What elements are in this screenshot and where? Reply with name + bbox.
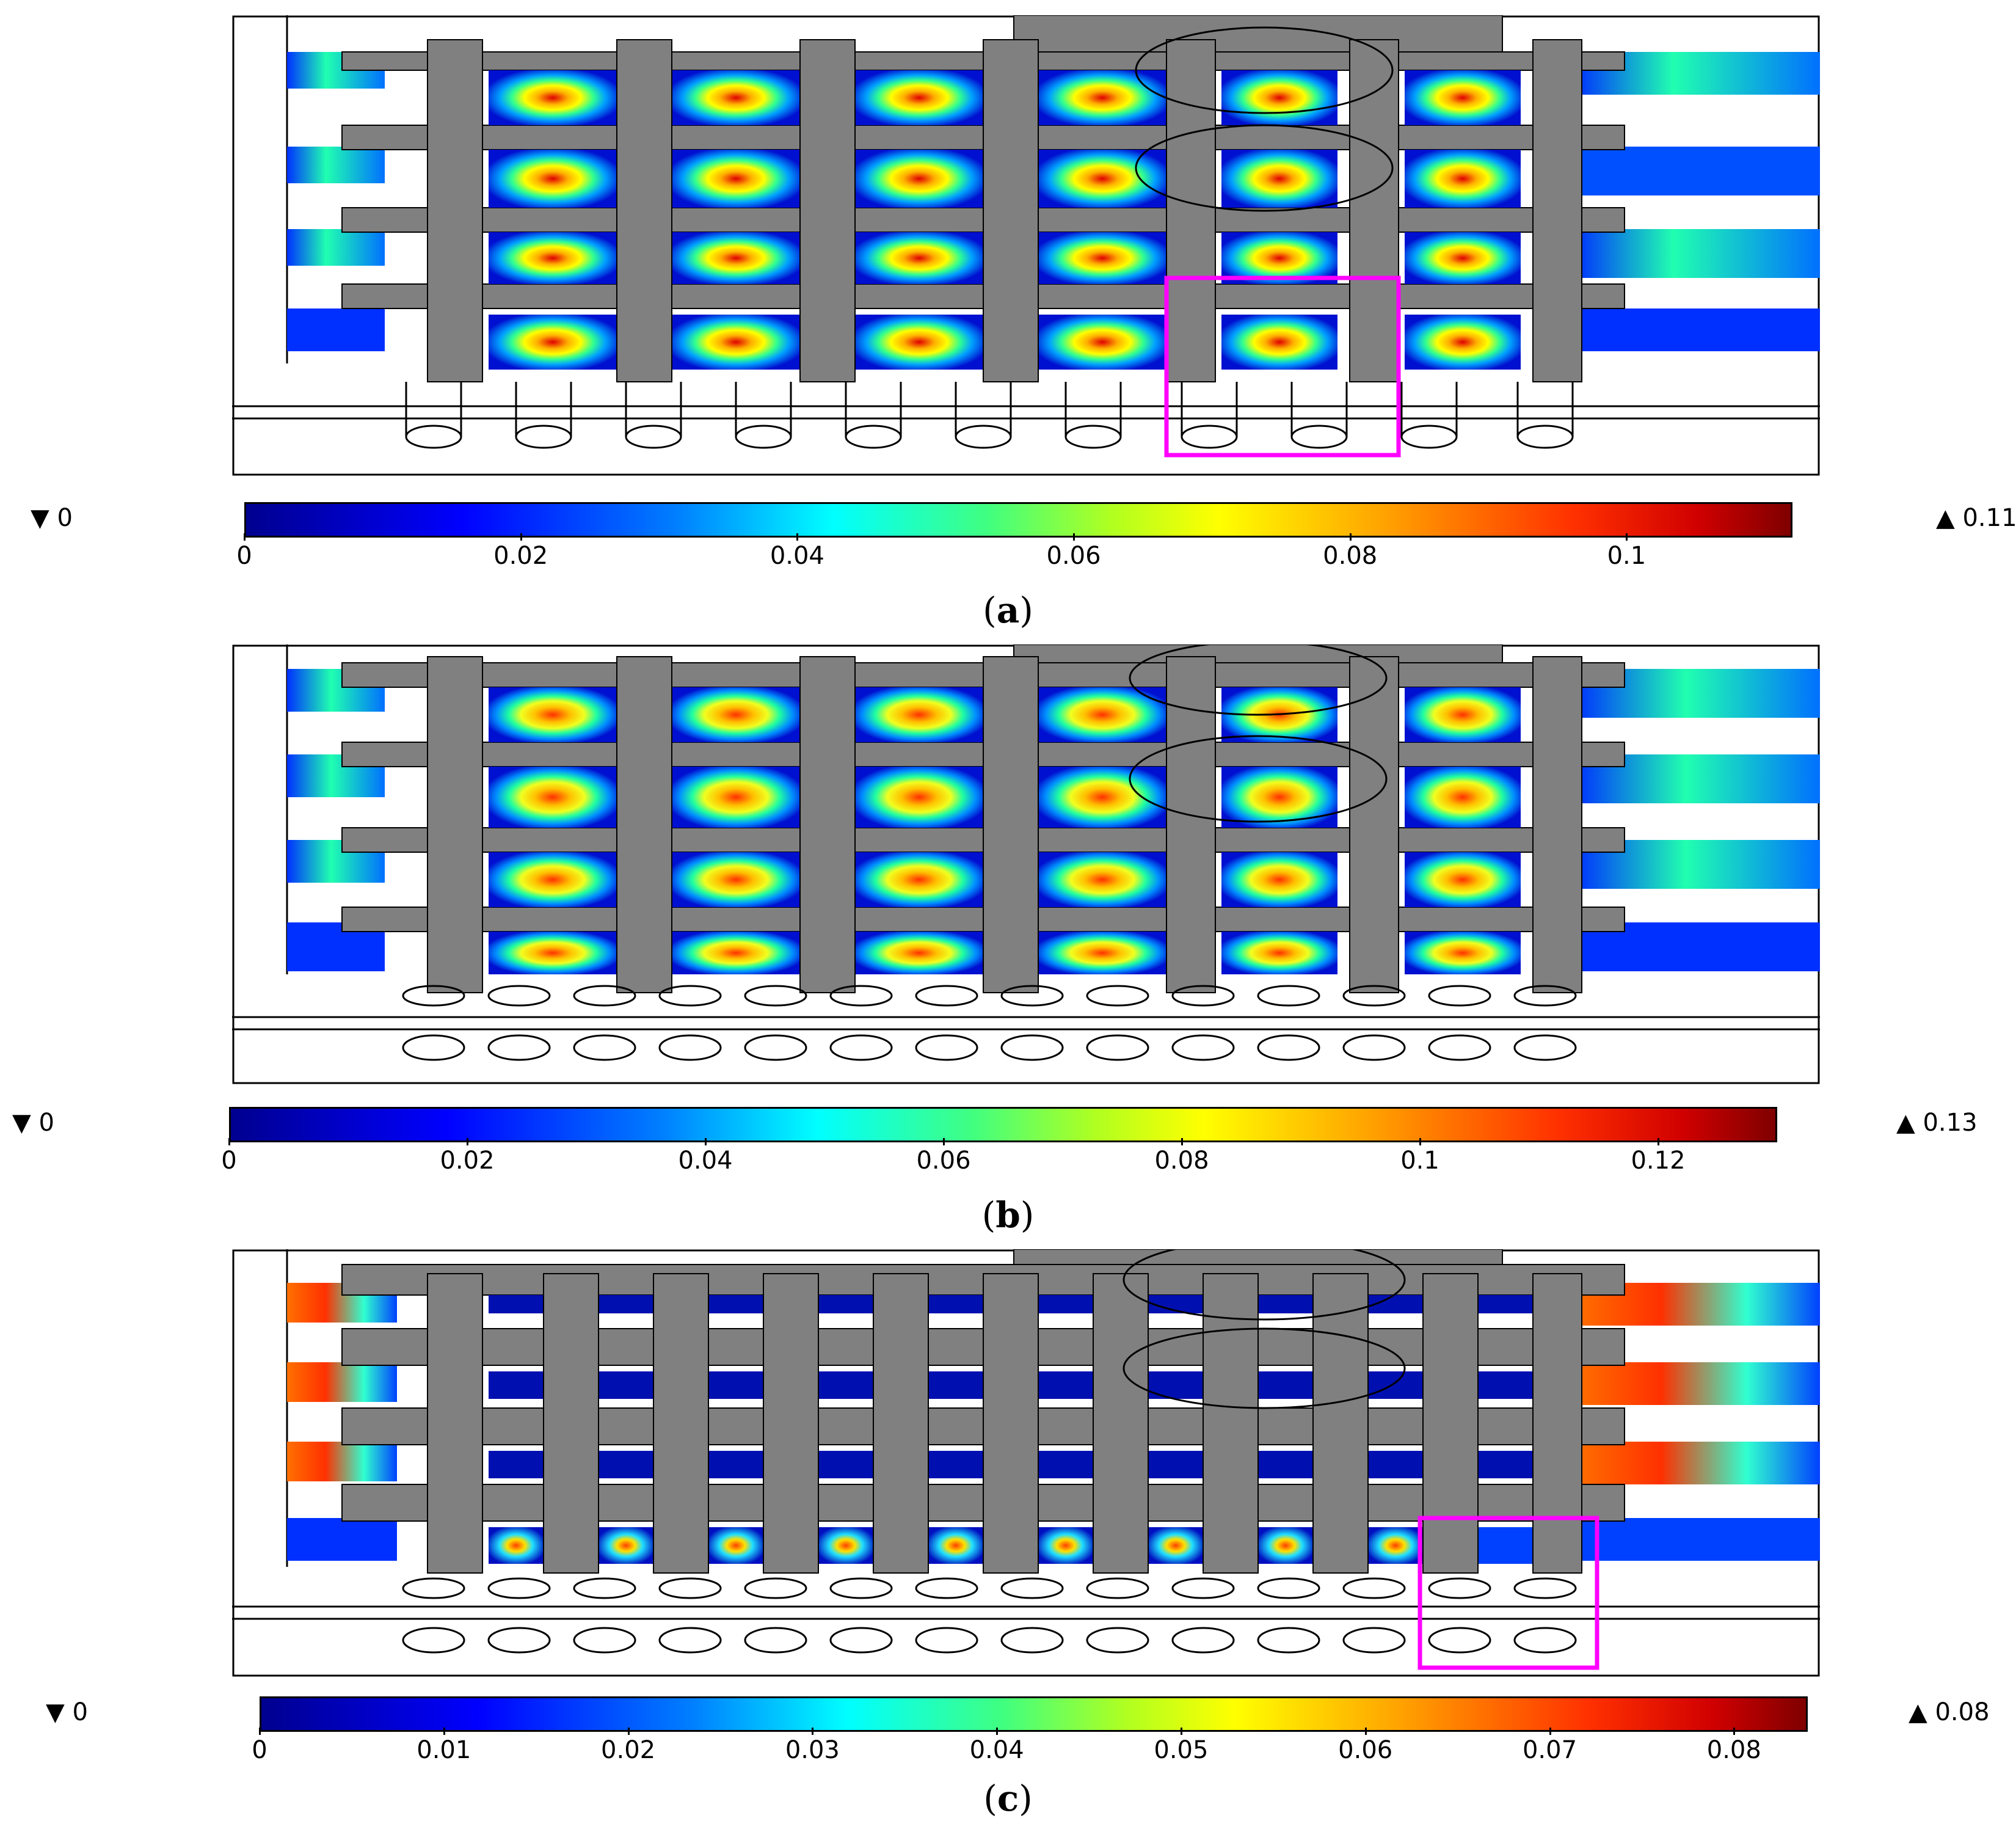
colorbar-min-label-a: ▼ 0: [31, 504, 73, 532]
colorbar-tickmark: [1180, 1728, 1182, 1735]
colorbar-tickmark: [796, 533, 799, 541]
vertical-fins: [427, 656, 1582, 993]
colorbar-tickmark: [228, 1138, 230, 1145]
flow-slices: [489, 70, 1521, 370]
highlight-box-a: [1164, 276, 1401, 458]
caption-b-letter: b: [995, 1194, 1021, 1236]
colorbar-tickmark: [1626, 533, 1628, 541]
flow-field-a: [232, 15, 1820, 476]
highlight-box-c: [1417, 1516, 1599, 1670]
caption-b-open: (: [981, 1194, 996, 1236]
colorbar-tick-label: 0.06: [1338, 1736, 1393, 1764]
simulation-view-a: [232, 15, 1820, 480]
colorbar-min-label-c: ▼ 0: [46, 1698, 88, 1726]
colorbar-tick-label: 0.06: [916, 1147, 971, 1175]
colorbar-tickmark: [520, 533, 522, 541]
colorbar-tickmark: [627, 1728, 630, 1735]
caption-c-open: (: [983, 1778, 997, 1819]
colorbar-tick-label: 0.1: [1400, 1147, 1439, 1175]
colorbar-tickmark: [259, 1728, 261, 1735]
header-plate: [1013, 15, 1503, 59]
colorbar-tickmark: [244, 533, 246, 541]
inlet-jets: [287, 1283, 1820, 1561]
caption-a: (a): [0, 589, 2016, 631]
colorbar-max-label-c: ▲ 0.08: [1909, 1698, 1990, 1726]
colorbar-tick-label: 0.03: [785, 1736, 840, 1764]
colorbar-tickmark: [1181, 1138, 1183, 1145]
colorbar-tickmark: [1364, 1728, 1367, 1735]
inlet-jets: [287, 52, 1820, 351]
caption-c-close: ): [1019, 1778, 1033, 1819]
simulation-view-c: [232, 1249, 1820, 1677]
colorbar-tick-label: 0: [252, 1736, 267, 1764]
caption-b: (b): [0, 1194, 2016, 1236]
colorbar-max-label-a: ▲ 0.11: [1936, 504, 2016, 532]
colorbar-tick-label: 0.04: [678, 1147, 733, 1175]
colorbar-tickmark: [1658, 1138, 1659, 1145]
vertical-fins: [427, 39, 1582, 382]
flow-slices: [489, 687, 1521, 974]
caption-a-close: ): [1019, 589, 1033, 631]
loop-outlines: [1123, 1249, 1406, 1409]
caption-c-letter: c: [997, 1778, 1019, 1819]
colorbar-tickmark: [1073, 533, 1075, 541]
colorbar-tick-label: 0: [221, 1147, 237, 1175]
colorbar-tick-label: 0.02: [440, 1147, 495, 1175]
colorbar-tickmark: [1549, 1728, 1551, 1735]
colorbar-tick-label: 0.1: [1607, 542, 1647, 570]
colorbar-tickmark: [705, 1138, 707, 1145]
flow-field-b: [232, 644, 1820, 1084]
colorbar-tickmark: [1419, 1138, 1421, 1145]
colorbar-c: [260, 1696, 1808, 1732]
colorbar-tick-label: 0.02: [601, 1736, 656, 1764]
colorbar-tick-label: 0: [236, 542, 252, 570]
colorbar-tick-label: 0.04: [969, 1736, 1024, 1764]
colorbar-tick-label: 0.08: [1154, 1147, 1209, 1175]
colorbar-tick-label: 0.04: [770, 542, 824, 570]
caption-b-close: ): [1020, 1194, 1035, 1236]
colorbar-min-label-b: ▼ 0: [12, 1109, 54, 1137]
colorbar-tickmark: [812, 1728, 814, 1735]
colorbar-tick-label: 0.08: [1706, 1736, 1761, 1764]
colorbar-tick-label: 0.12: [1631, 1147, 1686, 1175]
colorbar-tick-label: 0.05: [1154, 1736, 1209, 1764]
colorbar-tick-label: 0.08: [1323, 542, 1378, 570]
colorbar-tickmark: [443, 1728, 445, 1735]
colorbar-tickmark: [943, 1138, 945, 1145]
support-pillars: [405, 382, 1574, 449]
support-pillars: [402, 985, 1577, 1061]
colorbar-tickmark: [996, 1728, 999, 1735]
colorbar-max-label-b: ▲ 0.13: [1896, 1109, 1978, 1137]
colorbar-tick-label: 0.06: [1046, 542, 1101, 570]
loop-outlines: [1135, 26, 1394, 212]
support-pillars: [402, 1577, 1577, 1654]
loop-outlines: [1129, 644, 1388, 823]
caption-a-open: (: [983, 589, 997, 631]
simulation-view-b: [232, 644, 1820, 1084]
flow-field-c: [232, 1249, 1820, 1677]
caption-c: (c): [0, 1778, 2016, 1819]
colorbar-tick-label: 0.02: [493, 542, 548, 570]
colorbar-tick-label: 0.07: [1522, 1736, 1578, 1764]
colorbar-tickmark: [467, 1138, 468, 1145]
colorbar-b: [229, 1107, 1777, 1142]
vertical-fins: [427, 1273, 1582, 1574]
caption-a-letter: a: [996, 589, 1020, 631]
colorbar-tickmark: [1349, 533, 1352, 541]
colorbar-tickmark: [1733, 1728, 1736, 1735]
colorbar-tick-label: 0.01: [417, 1736, 471, 1764]
colorbar-a: [244, 502, 1792, 538]
